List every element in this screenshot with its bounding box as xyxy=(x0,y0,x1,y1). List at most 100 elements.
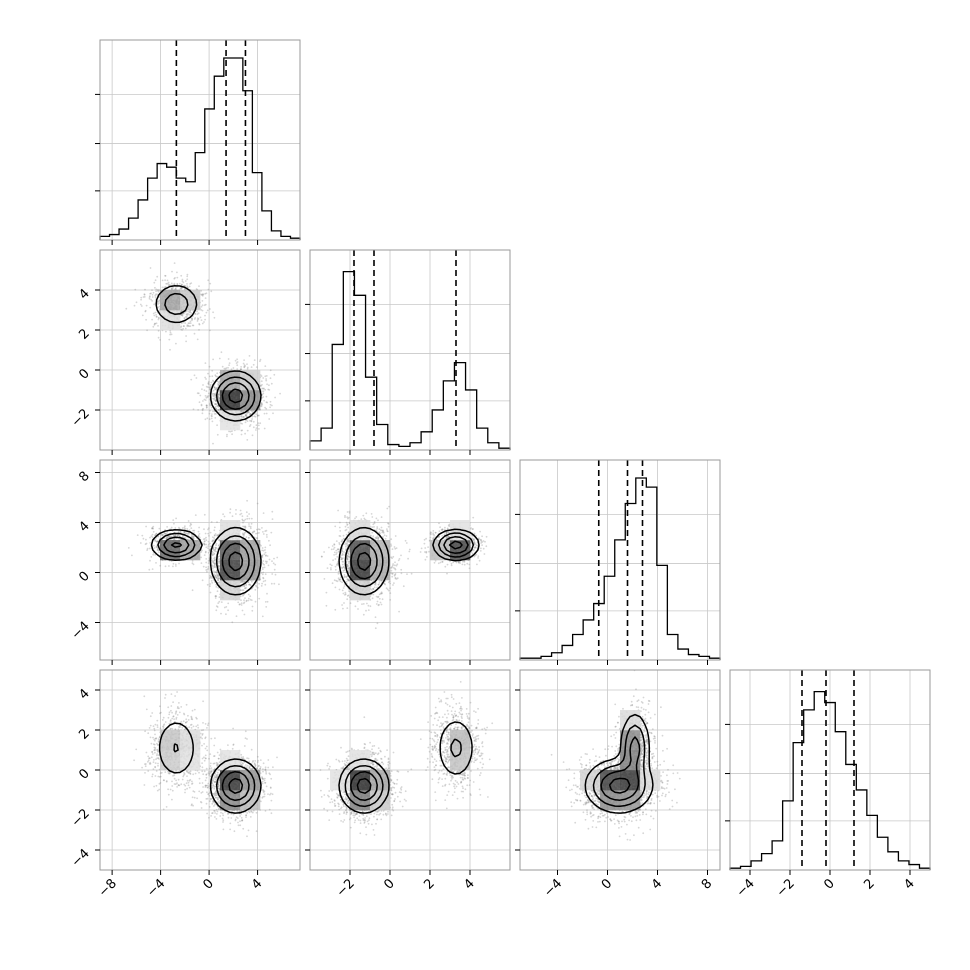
scatter-point xyxy=(142,296,145,298)
scatter-point xyxy=(214,374,217,377)
scatter-point xyxy=(214,556,216,559)
scatter-point xyxy=(266,592,268,595)
scatter-point xyxy=(263,563,265,566)
scatter-point xyxy=(215,595,218,597)
scatter-point xyxy=(170,333,173,336)
scatter-point xyxy=(212,539,215,541)
scatter-point xyxy=(240,410,243,412)
scatter-point xyxy=(186,286,189,289)
scatter-point xyxy=(214,597,217,599)
scatter-point xyxy=(169,333,172,336)
scatter-point xyxy=(178,527,181,530)
scatter-point xyxy=(203,513,206,516)
scatter-point xyxy=(227,609,230,612)
scatter-point xyxy=(240,415,243,417)
scatter-point xyxy=(207,547,209,550)
scatter-point xyxy=(265,412,268,415)
scatter-point xyxy=(174,288,177,291)
scatter-point xyxy=(171,270,173,273)
scatter-point xyxy=(183,531,186,534)
scatter-point xyxy=(196,310,199,313)
scatter-point xyxy=(263,412,266,415)
scatter-point xyxy=(188,532,191,535)
scatter-point xyxy=(213,387,216,389)
scatter-point xyxy=(251,410,254,413)
scatter-point xyxy=(222,513,225,516)
scatter-point xyxy=(246,366,249,369)
scatter-point xyxy=(264,573,267,576)
scatter-point xyxy=(214,548,217,551)
scatter-point xyxy=(211,581,214,584)
scatter-point xyxy=(265,533,268,536)
scatter-point xyxy=(212,311,215,314)
scatter-point xyxy=(218,596,221,599)
scatter-point xyxy=(215,547,218,550)
scatter-point xyxy=(195,377,198,379)
scatter-point xyxy=(200,305,203,308)
scatter-point xyxy=(269,377,272,380)
scatter-point xyxy=(228,430,230,433)
scatter-point xyxy=(218,357,221,360)
scatter-point xyxy=(154,279,157,282)
scatter-point xyxy=(268,539,270,542)
scatter-point xyxy=(214,393,216,396)
scatter-point xyxy=(173,538,176,540)
scatter-point xyxy=(217,381,220,383)
scatter-point xyxy=(198,323,201,326)
scatter-point xyxy=(151,527,153,530)
scatter-point xyxy=(217,395,220,398)
scatter-point xyxy=(198,285,200,287)
scatter-point xyxy=(218,562,221,565)
scatter-point xyxy=(216,372,219,375)
scatter-point xyxy=(268,389,271,391)
scatter-point xyxy=(264,549,266,551)
scatter-panel-1-3 xyxy=(100,460,300,660)
scatter-point xyxy=(172,519,175,521)
scatter-point xyxy=(214,402,217,405)
scatter-point xyxy=(166,536,168,539)
scatter-point xyxy=(271,560,273,563)
scatter-point xyxy=(151,289,153,291)
scatter-point xyxy=(262,566,264,569)
scatter-point xyxy=(189,320,192,323)
scatter-point xyxy=(242,415,245,418)
scatter-point xyxy=(241,609,244,612)
scatter-point xyxy=(170,526,173,529)
scatter-point xyxy=(213,562,216,565)
histogram-step xyxy=(519,477,721,660)
scatter-point xyxy=(161,533,164,536)
scatter-point xyxy=(273,568,276,571)
scatter-point xyxy=(192,537,195,540)
scatter-point xyxy=(246,368,249,370)
scatter-point xyxy=(146,549,149,551)
scatter-point xyxy=(217,409,220,411)
scatter-point xyxy=(175,342,177,345)
scatter-point xyxy=(157,325,159,327)
scatter-point xyxy=(152,527,154,530)
scatter-point xyxy=(217,586,220,589)
scatter-point xyxy=(265,606,268,608)
scatter-point xyxy=(157,318,160,321)
scatter-point xyxy=(204,418,207,421)
scatter-point xyxy=(205,406,208,409)
scatter-point xyxy=(207,386,210,389)
scatter-point xyxy=(184,285,187,287)
scatter-point xyxy=(261,383,263,386)
scatter-point xyxy=(206,396,209,399)
y-tick-label: −2 xyxy=(69,406,93,430)
scatter-point xyxy=(174,533,177,536)
scatter-point xyxy=(214,562,216,565)
scatter-point xyxy=(216,606,219,608)
scatter-point xyxy=(207,566,210,568)
scatter-point xyxy=(185,313,188,316)
scatter-point xyxy=(242,581,244,583)
scatter-point xyxy=(255,585,258,588)
scatter-point xyxy=(215,387,218,390)
scatter-point xyxy=(244,413,247,416)
scatter-point xyxy=(244,526,247,529)
scatter-point xyxy=(261,615,264,618)
scatter-point xyxy=(158,317,160,319)
scatter-point xyxy=(184,527,187,530)
scatter-point xyxy=(191,536,193,538)
